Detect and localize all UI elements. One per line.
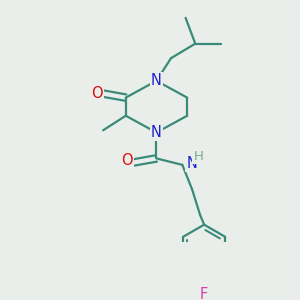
Text: F: F [200,287,208,300]
Text: O: O [122,153,133,168]
Text: N: N [186,156,197,171]
Text: O: O [91,86,103,101]
Text: N: N [151,125,162,140]
Text: H: H [194,150,203,163]
Text: N: N [151,73,162,88]
